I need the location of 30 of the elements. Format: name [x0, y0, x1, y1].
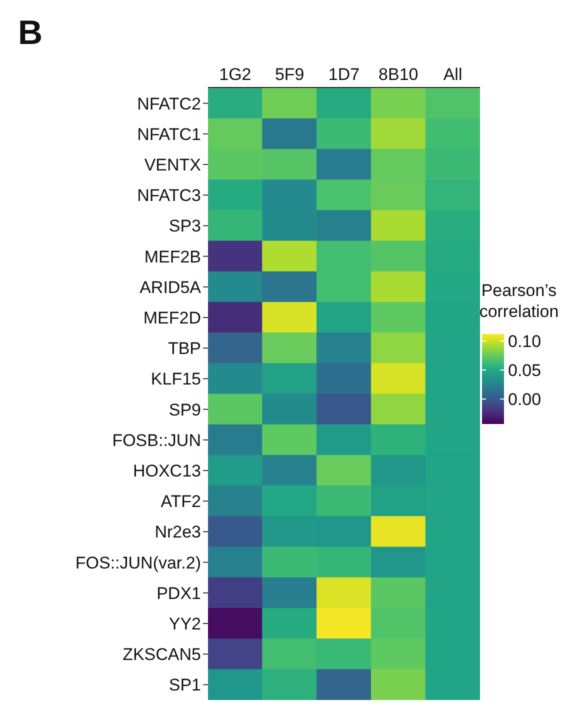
y-tick-label: ATF2: [160, 492, 201, 512]
y-tick-label: FOSB::JUN: [112, 430, 201, 450]
x-tick-label: All: [443, 65, 462, 84]
y-tick-label: MEF2D: [143, 308, 201, 328]
color-bar-label: 0.05: [508, 360, 542, 380]
y-tick-label: TBP: [168, 339, 201, 358]
x-tick-label: 1G2: [219, 65, 252, 84]
chart-title: B: [18, 14, 43, 53]
y-tick-label: FOS::JUN(var.2): [75, 553, 201, 572]
y-tick-label: ZKSCAN5: [122, 645, 201, 664]
y-tick-label: SP3: [168, 216, 201, 236]
y-tick-label: SP1: [168, 676, 201, 695]
y-tick-label: PDX1: [156, 584, 201, 603]
y-tick-label: MEF2B: [144, 247, 201, 266]
x-tick-label: 5F9: [274, 65, 304, 84]
y-tick-label: YY2: [168, 614, 201, 634]
color-bar-label: 0.10: [508, 332, 542, 351]
y-tick-label: SP9: [168, 400, 201, 420]
x-tick-label: 1D7: [328, 65, 360, 84]
y-tick-label: ARID5A: [140, 278, 202, 297]
y-tick-label: VENTX: [144, 156, 201, 175]
y-tick-label: KLF15: [150, 370, 201, 389]
x-tick-label: 8B10: [378, 65, 418, 84]
color-bar-title: Pearson’s correlation: [478, 280, 560, 322]
color-bar-label: 0.00: [508, 390, 542, 409]
y-tick-label: NFATC3: [137, 186, 201, 206]
y-tick-label: NFATC1: [137, 124, 201, 144]
y-tick-label: NFATC2: [137, 94, 201, 114]
y-tick-label: HOXC13: [132, 462, 201, 481]
y-tick-label: Nr2e3: [154, 522, 201, 542]
